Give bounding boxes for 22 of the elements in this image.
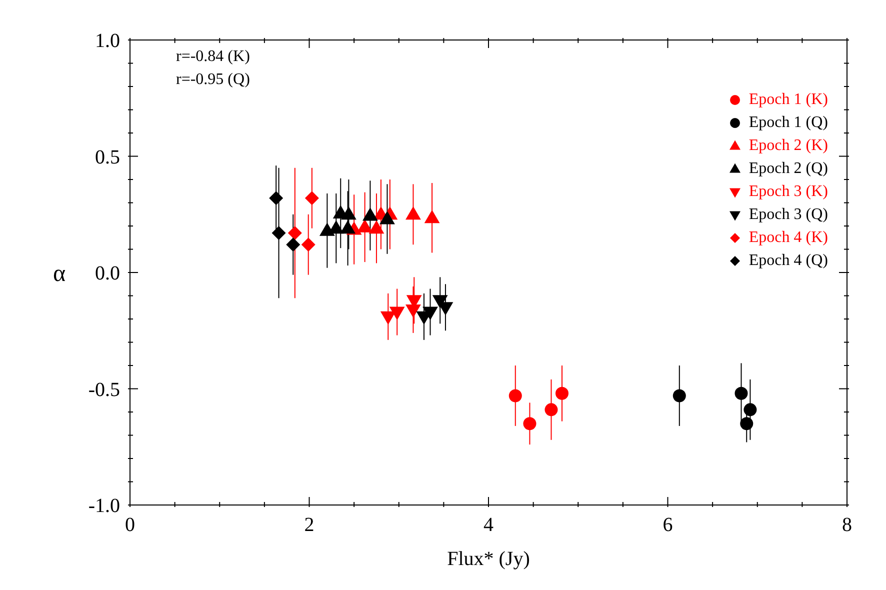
- x-axis-title: Flux* (Jy): [447, 548, 530, 570]
- y-tick-label: 0.0: [95, 262, 120, 284]
- y-tick-label: -0.5: [88, 378, 120, 401]
- legend-label: Epoch 1 (K): [748, 90, 828, 110]
- legend-label: Epoch 3 (K): [748, 182, 828, 202]
- y-axis-title: α: [53, 261, 66, 288]
- legend-label: Epoch 3 (Q): [748, 205, 828, 225]
- y-tick-label: 0.5: [95, 146, 120, 168]
- x-tick-label: 2: [304, 514, 314, 536]
- x-tick-label: 4: [484, 514, 494, 536]
- x-tick-label: 6: [662, 514, 673, 536]
- annotation: r=-0.84 (K): [176, 48, 250, 66]
- y-tick-label: -1.0: [88, 495, 120, 517]
- x-tick-label: 8: [842, 514, 852, 536]
- legend-label: Epoch 4 (Q): [748, 251, 828, 271]
- y-tick-label: 1.0: [95, 30, 120, 52]
- legend-label: Epoch 1 (Q): [748, 113, 828, 133]
- x-tick-label: 0: [125, 514, 135, 536]
- annotation: r=-0.95 (Q): [176, 71, 250, 89]
- legend-label: Epoch 2 (Q): [748, 159, 828, 179]
- legend-label: Epoch 2 (K): [748, 136, 828, 156]
- legend-label: Epoch 4 (K): [748, 228, 828, 248]
